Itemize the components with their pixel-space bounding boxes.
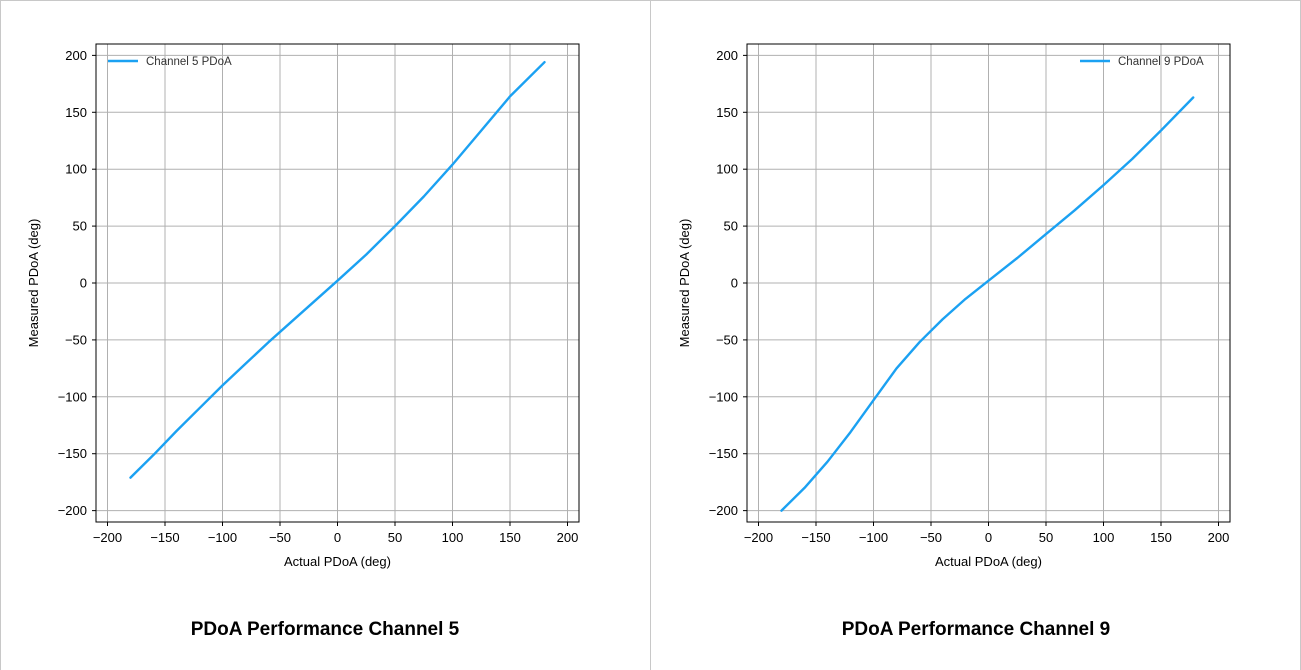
chart-2-x-tick-label: 0: [985, 530, 992, 545]
chart-2-caption: PDoA Performance Channel 9: [841, 619, 1111, 640]
chart-1-caption: PDoA Performance Channel 5: [190, 619, 460, 640]
chart-2-x-tick-label: −50: [920, 530, 942, 545]
chart-1-y-tick-label: 150: [65, 105, 87, 120]
chart-1-y-tick-label: −150: [58, 446, 87, 461]
chart-2-y-tick-label: −100: [709, 389, 738, 404]
chart-2-y-axis-label: Measured PDoA (deg): [677, 219, 692, 348]
chart-1-x-tick-label: −50: [269, 530, 291, 545]
chart-panel-2: −200 −150 −100 −50 0 50 100 150 200 −200 −150 −100 −…: [651, 0, 1301, 670]
chart-1-y-tick-label: −100: [58, 389, 87, 404]
chart-panel-1: −200 −150 −100 −50 0 50 100 150 200 −200 −150 −100 −…: [0, 0, 650, 670]
chart-1-x-tick-label: 150: [499, 530, 521, 545]
chart-1-x-tick-label: 0: [334, 530, 341, 545]
chart-1-y-tick-label: −200: [58, 503, 87, 518]
chart-2-y-tick-label: 150: [716, 105, 738, 120]
chart-1-x-axis-label: Actual PDoA (deg): [284, 554, 391, 569]
chart-1-y-tick-label: 100: [65, 162, 87, 177]
chart-2-y-tick-label: −50: [716, 332, 738, 347]
chart-2-y-tick-label: 50: [724, 219, 738, 234]
chart-2-legend-label: Channel 9 PDoA: [1118, 56, 1204, 68]
chart-2-y-tick-label: 100: [716, 162, 738, 177]
chart-2-x-tick-label: 50: [1039, 530, 1053, 545]
chart-1-y-tick-label: −50: [65, 332, 87, 347]
chart-2-series-line: [780, 96, 1195, 512]
chart-2-svg: −200 −150 −100 −50 0 50 100 150 200 −200 −150 −100 −…: [677, 43, 1231, 569]
chart-1-y-tick-label: 50: [73, 219, 87, 234]
chart-2-y-tick-label: −150: [709, 446, 738, 461]
chart-2-x-tick-label: −100: [859, 530, 888, 545]
chart-2-y-tick-label: 0: [731, 276, 738, 291]
chart-2-y-tick-label: 200: [716, 48, 738, 63]
chart-2-y-tick-label: −200: [709, 503, 738, 518]
chart-1-x-tick-label: −100: [208, 530, 237, 545]
chart-1-legend-label: Channel 5 PDoA: [146, 56, 232, 68]
chart-2-x-tick-label: 150: [1150, 530, 1172, 545]
chart-2-x-axis-label: Actual PDoA (deg): [935, 554, 1042, 569]
panel-divider: [650, 0, 651, 670]
chart-1-x-tick-label: 200: [557, 530, 579, 545]
chart-1-x-tick-label: −200: [93, 530, 122, 545]
chart-1-x-tick-label: −150: [150, 530, 179, 545]
chart-1-y-tick-label: 200: [65, 48, 87, 63]
chart-1-svg: −200 −150 −100 −50 0 50 100 150 200 −200 −150 −100 −…: [26, 43, 580, 569]
chart-2-x-tick-label: 200: [1208, 530, 1230, 545]
chart-2-x-tick-label: 100: [1093, 530, 1115, 545]
chart-2-x-tick-label: −200: [744, 530, 773, 545]
chart-2-x-tick-label: −150: [801, 530, 830, 545]
chart-1-x-tick-label: 50: [388, 530, 402, 545]
chart-1-y-axis-label: Measured PDoA (deg): [26, 219, 41, 348]
chart-1-x-tick-label: 100: [442, 530, 464, 545]
chart-1-series-line: [129, 61, 546, 479]
chart-1-y-tick-label: 0: [80, 276, 87, 291]
